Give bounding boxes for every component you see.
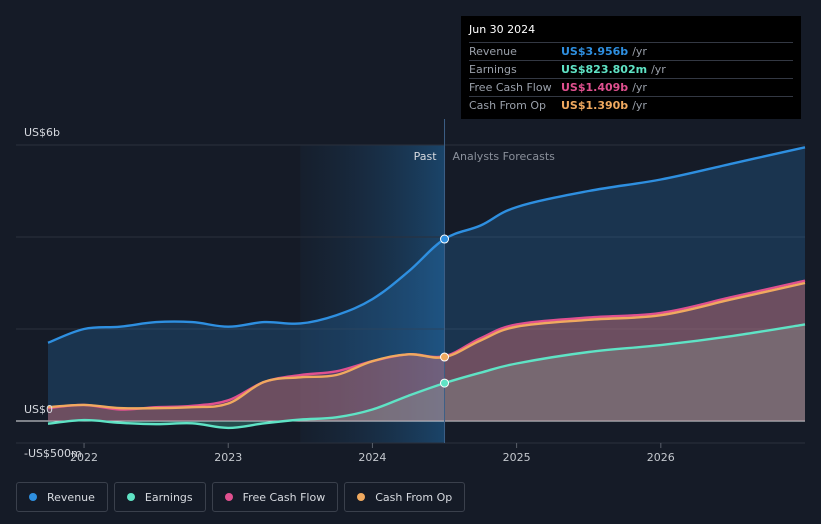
legend-label: Free Cash Flow [242,490,326,504]
tooltip-unit: /yr [632,45,647,58]
legend-item-free-cash-flow[interactable]: Free Cash Flow [211,482,339,512]
y-axis-tick-label: US$0 [24,403,53,416]
tooltip-unit: /yr [632,81,647,94]
area-revenue [48,147,805,422]
tooltip-label: Earnings [469,63,517,76]
tooltip-value: US$1.390b [561,99,629,112]
legend-item-earnings[interactable]: Earnings [113,482,206,512]
tooltip-label: Free Cash Flow [469,81,552,94]
x-axis-tick-label: 2023 [214,451,242,464]
point-earnings [440,378,450,388]
past-period-highlight [300,145,445,443]
series-line-revenue [47,146,806,344]
tooltip: Jun 30 2024 Revenue US$3.956b /yr Earnin… [461,16,801,119]
tooltip-value: US$1.409b [561,81,629,94]
legend-label: Cash From Op [375,490,453,504]
tooltip-row-revenue: Revenue US$3.956b /yr [469,42,793,60]
series-line-cash-from-op [47,281,806,410]
point-cash-from-op [440,352,450,362]
x-axis-tick-label: 2025 [503,451,531,464]
x-axis-tick-label: 2022 [70,451,98,464]
legend-dot-icon [126,493,135,501]
tooltip-value: US$3.956b [561,45,629,58]
legend-dot-icon [357,493,366,501]
legend-dot-icon [29,493,37,501]
tooltip-unit: /yr [651,63,666,76]
tooltip-label: Revenue [469,45,517,58]
past-label: Past [414,150,438,163]
legend-label: Earnings [144,490,193,504]
legend: Revenue Earnings Free Cash Flow Cash Fro… [16,482,466,512]
point-revenue [440,234,450,244]
tooltip-row-free-cash-flow: Free Cash Flow US$1.409b /yr [469,78,793,96]
tooltip-row-earnings: Earnings US$823.802m /yr [469,60,793,78]
tooltip-value: US$823.802m [561,63,648,76]
tooltip-unit: /yr [632,99,647,112]
legend-dot-icon [224,493,233,501]
series-line-earnings [47,323,806,430]
legend-label: Revenue [47,490,95,504]
forecast-label: Analysts Forecasts [453,150,556,163]
legend-item-cash-from-op[interactable]: Cash From Op [344,482,466,512]
x-axis-tick-label: 2024 [358,451,386,464]
area-cash-from-op [48,283,805,421]
tooltip-row-cash-from-op: Cash From Op US$1.390b /yr [469,96,793,114]
legend-item-revenue[interactable]: Revenue [16,482,108,512]
y-axis-tick-label: -US$500m [24,447,82,460]
tooltip-date: Jun 30 2024 [469,23,536,36]
y-axis-tick-label: US$6b [24,126,60,139]
tooltip-label: Cash From Op [469,99,547,112]
x-axis-tick-label: 2026 [647,451,675,464]
area-free-cash-flow [48,280,805,421]
